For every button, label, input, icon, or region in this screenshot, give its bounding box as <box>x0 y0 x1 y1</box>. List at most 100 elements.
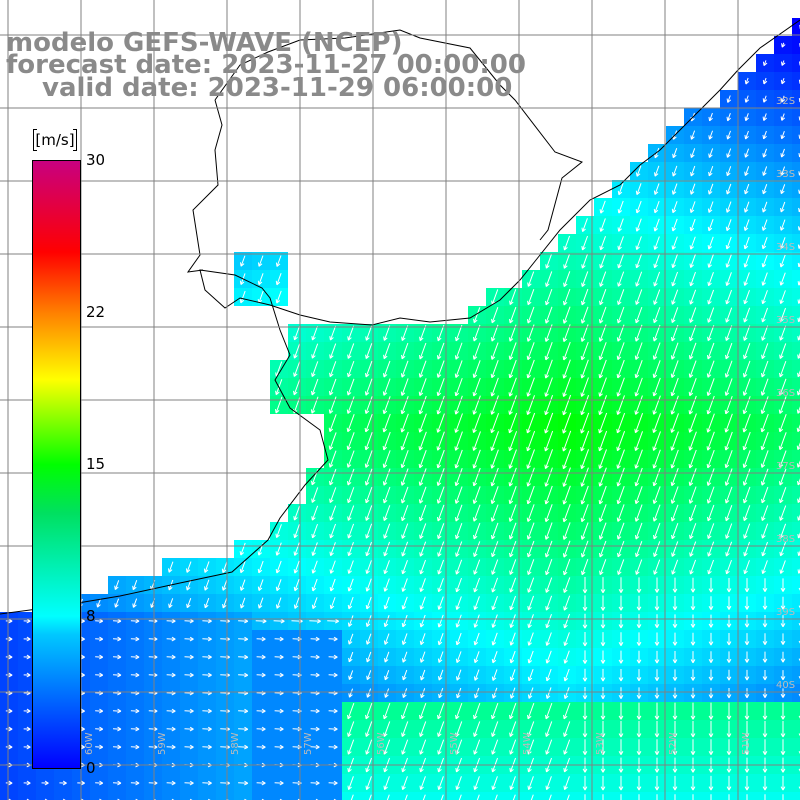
wind-arrow <box>527 271 535 287</box>
wind-arrow <box>548 794 552 800</box>
wind-cell <box>198 792 216 800</box>
wind-cell <box>36 792 54 800</box>
wind-arrow <box>310 744 320 750</box>
wind-arrow <box>780 633 786 645</box>
wind-arrow <box>440 794 444 800</box>
wind-arrow <box>706 395 715 415</box>
wind-arrow <box>726 702 732 720</box>
wind-arrow <box>617 253 625 269</box>
wind-arrow <box>527 289 535 306</box>
wind-arrow <box>762 148 768 158</box>
wind-arrow <box>563 650 570 664</box>
wind-arrow <box>689 541 697 557</box>
wind-arrow <box>437 702 445 720</box>
wind-arrow <box>707 559 715 575</box>
wind-arrow <box>23 780 31 786</box>
wind-arrow <box>672 632 678 646</box>
wind-arrow <box>726 113 731 122</box>
wind-cell <box>792 198 800 216</box>
wind-arrow <box>653 307 661 324</box>
wind-arrow <box>419 559 427 575</box>
wind-arrow <box>454 504 463 522</box>
wind-arrow <box>762 95 768 103</box>
wind-arrow <box>239 290 246 304</box>
wind-arrow <box>186 598 192 609</box>
wind-arrow <box>454 468 463 487</box>
wind-arrow <box>544 522 553 540</box>
wind-cell <box>792 468 800 486</box>
wind-arrow <box>582 668 588 682</box>
wind-cell <box>792 504 800 522</box>
wind-arrow <box>347 560 354 574</box>
wind-arrow <box>418 395 427 415</box>
wind-arrow <box>509 577 517 593</box>
wind-arrow <box>419 504 427 522</box>
wind-cell <box>792 360 800 378</box>
wind-arrow <box>780 578 786 592</box>
wind-arrow <box>274 672 284 678</box>
wind-arrow <box>458 794 462 800</box>
wind-arrow <box>490 324 499 342</box>
wind-arrow <box>130 654 140 660</box>
wind-arrow <box>202 726 212 732</box>
wind-arrow <box>130 708 140 714</box>
wind-arrow <box>762 702 768 720</box>
wind-arrow <box>509 559 517 575</box>
wind-arrow <box>670 395 679 415</box>
wind-arrow <box>726 166 732 177</box>
wind-arrow <box>5 744 13 750</box>
wind-arrow <box>598 430 608 452</box>
wind-arrow <box>706 413 715 433</box>
wind-arrow <box>329 468 337 486</box>
wind-arrow <box>238 726 249 732</box>
wind-arrow <box>275 560 282 574</box>
wind-arrow <box>472 449 481 469</box>
wind-arrow <box>23 744 31 750</box>
wind-arrow <box>617 236 624 251</box>
wind-arrow <box>581 235 589 251</box>
wind-arrow <box>581 559 589 576</box>
wind-arrow <box>509 614 516 628</box>
wind-arrow <box>113 672 122 678</box>
wind-arrow <box>670 486 679 504</box>
wind-arrow <box>652 377 661 397</box>
wind-arrow <box>689 218 696 232</box>
wind-arrow <box>600 739 606 755</box>
wind-arrow <box>184 780 194 786</box>
wind-arrow <box>599 235 606 251</box>
wind-arrow <box>473 541 481 558</box>
wind-arrow <box>526 342 535 361</box>
wind-arrow <box>5 708 13 714</box>
wind-arrow <box>600 613 606 629</box>
wind-cell <box>558 792 576 800</box>
wind-arrow <box>726 688 732 699</box>
wind-arrow <box>438 669 444 681</box>
wind-arrow <box>384 688 390 698</box>
wind-arrow <box>582 720 588 738</box>
wind-arrow <box>328 636 338 642</box>
wind-arrow <box>437 541 445 557</box>
wind-arrow <box>526 467 535 487</box>
colorbar-tick-8: 8 <box>86 607 96 625</box>
lat-label: 32S <box>776 96 795 107</box>
wind-arrow <box>329 343 337 359</box>
wind-arrow <box>670 377 679 397</box>
wind-arrow <box>328 780 338 786</box>
wind-arrow <box>544 485 553 505</box>
wind-arrow <box>455 651 462 663</box>
wind-arrow <box>672 148 678 159</box>
wind-arrow <box>780 166 786 176</box>
wind-arrow <box>401 541 409 557</box>
wind-arrow <box>600 577 606 594</box>
wind-arrow <box>275 524 282 539</box>
wind-cell <box>324 792 342 800</box>
wind-arrow <box>672 720 678 738</box>
wind-arrow <box>690 596 696 611</box>
wind-arrow <box>690 775 696 791</box>
wind-arrow <box>311 542 318 556</box>
wind-arrow <box>778 450 787 468</box>
lat-label: 39S <box>776 607 795 618</box>
wind-arrow <box>382 486 391 504</box>
wind-arrow <box>275 597 282 609</box>
wind-arrow <box>743 201 750 213</box>
